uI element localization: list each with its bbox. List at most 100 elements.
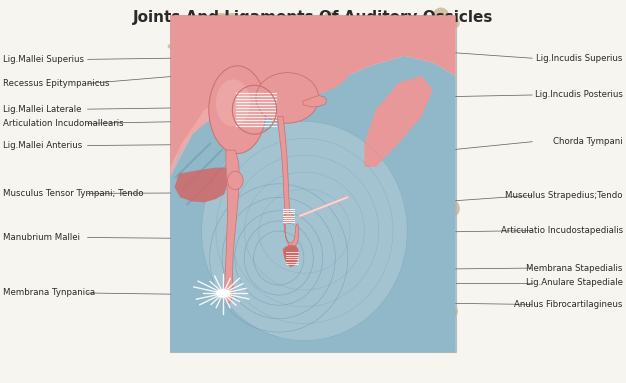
Text: Recessus Epitympanicus: Recessus Epitympanicus [3,79,110,88]
Ellipse shape [336,23,347,30]
Ellipse shape [222,159,243,173]
Ellipse shape [397,28,418,36]
Ellipse shape [446,308,456,320]
Ellipse shape [432,87,444,100]
Polygon shape [277,116,290,218]
Ellipse shape [222,75,232,92]
Polygon shape [225,150,239,303]
Ellipse shape [215,31,227,49]
Ellipse shape [391,303,401,321]
Ellipse shape [225,147,240,154]
Ellipse shape [191,122,208,132]
Ellipse shape [202,36,225,43]
Polygon shape [284,224,299,248]
Ellipse shape [324,11,340,20]
Ellipse shape [433,163,454,174]
Ellipse shape [171,20,195,36]
Ellipse shape [435,337,453,342]
Ellipse shape [432,114,444,120]
Text: Lig.Incudis Posterius: Lig.Incudis Posterius [535,90,623,100]
Ellipse shape [424,119,435,131]
Ellipse shape [412,224,433,241]
Text: Lig.Mallei Anterius: Lig.Mallei Anterius [3,141,83,150]
Ellipse shape [387,212,409,222]
Text: Joints And Ligaments Of Auditory Ossicles: Joints And Ligaments Of Auditory Ossicle… [133,10,493,25]
Ellipse shape [235,53,250,58]
Ellipse shape [213,131,232,136]
Text: Chorda Tympani: Chorda Tympani [553,137,623,146]
Ellipse shape [325,23,342,34]
Ellipse shape [423,114,442,129]
Ellipse shape [227,13,239,18]
Ellipse shape [446,200,460,217]
Polygon shape [170,15,456,177]
Ellipse shape [215,59,232,74]
Ellipse shape [181,148,201,163]
Ellipse shape [227,80,236,95]
Text: Lig.Mallei Laterale: Lig.Mallei Laterale [3,105,81,114]
Ellipse shape [329,36,345,42]
Text: Musculus Strapedius;Tendo: Musculus Strapedius;Tendo [505,191,623,200]
Ellipse shape [257,23,267,31]
Ellipse shape [448,306,458,317]
Ellipse shape [403,308,414,321]
Ellipse shape [415,95,429,110]
Ellipse shape [337,18,349,25]
Ellipse shape [424,31,446,48]
Ellipse shape [304,29,317,38]
Ellipse shape [431,294,442,304]
Ellipse shape [407,244,416,254]
Ellipse shape [433,8,449,24]
Ellipse shape [406,114,424,119]
Ellipse shape [439,197,454,213]
Text: Lig.Mallei Superius: Lig.Mallei Superius [3,55,84,64]
Ellipse shape [310,27,329,32]
Ellipse shape [177,75,190,91]
Ellipse shape [413,193,435,210]
Ellipse shape [178,152,202,167]
Ellipse shape [284,213,294,223]
Ellipse shape [434,291,443,303]
Ellipse shape [194,106,215,120]
Ellipse shape [191,149,201,156]
FancyBboxPatch shape [170,15,456,352]
Text: Musculus Tensor Tympani; Tendo: Musculus Tensor Tympani; Tendo [3,189,143,198]
Ellipse shape [202,90,223,95]
Ellipse shape [419,192,431,202]
Ellipse shape [183,62,208,77]
Ellipse shape [212,13,232,29]
Text: Membrana Tynpanica: Membrana Tynpanica [3,288,95,298]
Ellipse shape [403,38,414,47]
Ellipse shape [212,92,232,101]
Polygon shape [175,168,227,202]
Ellipse shape [364,40,370,46]
Polygon shape [283,245,298,267]
Ellipse shape [399,316,414,333]
Ellipse shape [196,154,213,167]
Ellipse shape [351,41,359,48]
Ellipse shape [388,206,405,221]
Polygon shape [303,95,327,107]
Ellipse shape [210,43,227,51]
Ellipse shape [215,79,227,84]
Ellipse shape [227,171,244,190]
Ellipse shape [431,15,441,24]
Ellipse shape [286,14,302,21]
Ellipse shape [407,15,419,31]
Ellipse shape [441,342,454,353]
Text: Anulus Fibrocartilagineus: Anulus Fibrocartilagineus [515,300,623,309]
Ellipse shape [204,57,213,64]
Ellipse shape [387,214,404,225]
Ellipse shape [205,100,223,113]
Polygon shape [193,49,250,96]
Ellipse shape [172,118,182,126]
Ellipse shape [186,56,208,61]
Ellipse shape [419,312,432,322]
Ellipse shape [209,66,266,154]
Ellipse shape [256,73,319,123]
Text: Articulatio Incudostapedialis: Articulatio Incudostapedialis [501,226,623,235]
Ellipse shape [202,121,407,340]
Ellipse shape [433,137,452,154]
Ellipse shape [168,43,178,49]
Ellipse shape [177,56,202,61]
